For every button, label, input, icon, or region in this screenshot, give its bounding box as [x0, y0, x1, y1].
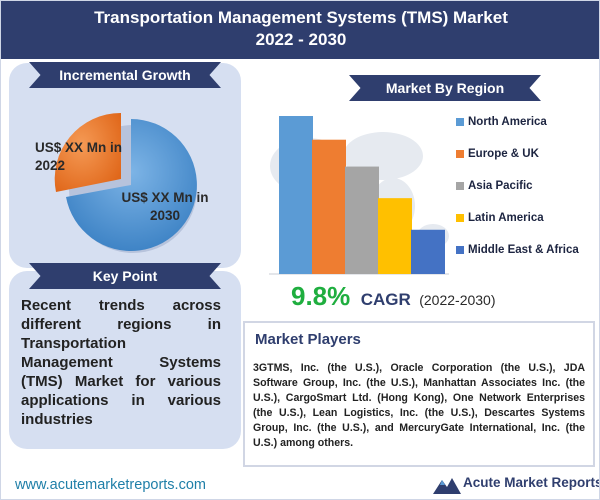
legend-item-north-america: North America: [456, 113, 599, 131]
legend-item-europe-uk: Europe & UK: [456, 145, 599, 163]
legend-item-latin-america: Latin America: [456, 209, 599, 227]
page-subtitle-years: 2022 - 2030: [255, 30, 347, 49]
bar-latin-america: [378, 198, 412, 274]
bar-asia-pacific: [345, 166, 379, 274]
region-legend: North America Europe & UK Asia Pacific Lati…: [456, 113, 599, 273]
legend-swatch: [456, 118, 464, 126]
legend-swatch: [456, 246, 464, 254]
key-point-panel: [9, 271, 241, 449]
brand-logo: Acute Market Reports: [433, 471, 600, 499]
bar-north-america: [279, 116, 313, 274]
cagr-label: CAGR: [360, 290, 411, 309]
legend-swatch: [456, 214, 464, 222]
mountain-logo-icon: [433, 474, 461, 499]
incremental-growth-pie: [21, 97, 221, 262]
cagr-callout: 9.8% CAGR (2022-2030): [291, 281, 591, 315]
pie-slice-2022: [54, 112, 121, 192]
legend-swatch: [456, 182, 464, 190]
incremental-growth-label: Incremental Growth: [59, 67, 191, 83]
region-bar-chart: [263, 96, 453, 276]
legend-label: Middle East & Africa: [468, 244, 579, 256]
pie-label-2030: US$ XX Mn in 2030: [121, 190, 209, 223]
legend-label: Latin America: [468, 212, 544, 224]
legend-item-asia-pacific: Asia Pacific: [456, 177, 599, 195]
market-players-title: Market Players: [255, 331, 361, 348]
incremental-growth-ribbon: Incremental Growth: [29, 62, 221, 88]
market-by-region-ribbon: Market By Region: [349, 75, 541, 101]
pie-slice-2030: [66, 119, 197, 251]
cagr-period: (2022-2030): [419, 292, 496, 308]
legend-item-middle-east-africa: Middle East & Africa: [456, 241, 599, 259]
website-url[interactable]: www.acutemarketreports.com: [15, 477, 206, 493]
market-by-region-label: Market By Region: [385, 80, 505, 96]
market-players-text: 3GTMS, Inc. (the U.S.), Oracle Corporati…: [253, 362, 585, 449]
page-title: Transportation Management Systems (TMS) …: [94, 8, 508, 27]
legend-label: Asia Pacific: [468, 180, 533, 192]
market-players-panel: Market Players 3GTMS, Inc. (the U.S.), O…: [243, 321, 595, 467]
bar-europe-uk: [312, 139, 346, 274]
bar-middle-east-africa: [411, 229, 445, 274]
legend-label: North America: [468, 116, 547, 128]
cagr-value: 9.8%: [291, 281, 351, 311]
key-point-label: Key Point: [92, 268, 158, 284]
logo-text: Acute Market Reports: [463, 475, 600, 490]
key-point-ribbon: Key Point: [29, 263, 221, 289]
pie-label-2022: US$ XX Mn in 2022: [35, 140, 123, 173]
key-point-text: Recent trends across different regions i…: [21, 297, 221, 428]
title-banner: Transportation Management Systems (TMS) …: [1, 1, 599, 59]
legend-swatch: [456, 150, 464, 158]
legend-label: Europe & UK: [468, 148, 539, 160]
